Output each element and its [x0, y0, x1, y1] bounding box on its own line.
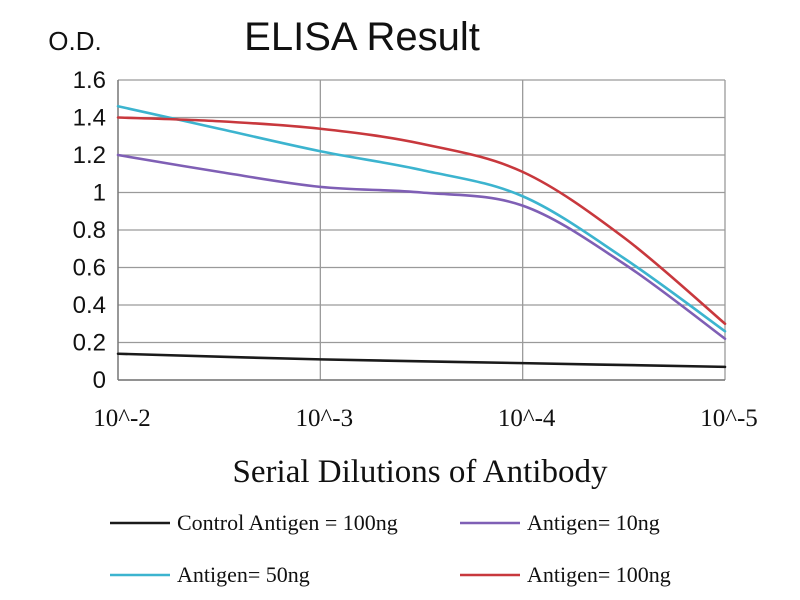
y-tick-label: 1 — [93, 180, 106, 207]
series-line — [116, 116, 727, 326]
y-tick-label: 1.2 — [73, 142, 106, 169]
x-tick-label: 10^-5 — [700, 405, 758, 432]
legend: Control Antigen = 100ng Antigen= 10ng Anti… — [110, 510, 671, 587]
y-tick-label: 0.8 — [73, 217, 106, 244]
legend-label: Antigen= 100ng — [527, 562, 671, 587]
series-line — [116, 153, 727, 341]
y-tick-label: 1.4 — [73, 105, 106, 132]
chart-title: ELISA Result — [244, 15, 480, 59]
x-tick-label: 10^-3 — [296, 405, 354, 432]
x-axis-label: Serial Dilutions of Antibody — [233, 454, 608, 490]
y-tick-label: 0.4 — [73, 292, 106, 319]
y-tick-label: 0.6 — [73, 255, 106, 282]
series-line — [116, 104, 727, 333]
legend-label: Antigen= 10ng — [527, 510, 660, 535]
y-tick-label: 0.2 — [73, 330, 106, 357]
plot-area: 0 0.2 0.4 0.6 0.8 1 1.2 1.4 1.6 10^-2 10^-3 10^-4 10… — [73, 67, 758, 432]
legend-label: Antigen= 50ng — [177, 562, 310, 587]
x-tick-label: 10^-2 — [93, 405, 151, 432]
y-tick-label: 0 — [93, 367, 106, 394]
series-line — [116, 352, 727, 369]
y-tick-label: 1.6 — [73, 67, 106, 94]
legend-label: Control Antigen = 100ng — [177, 510, 398, 535]
x-tick-label: 10^-4 — [498, 405, 556, 432]
y-axis-label: O.D. — [48, 26, 101, 56]
